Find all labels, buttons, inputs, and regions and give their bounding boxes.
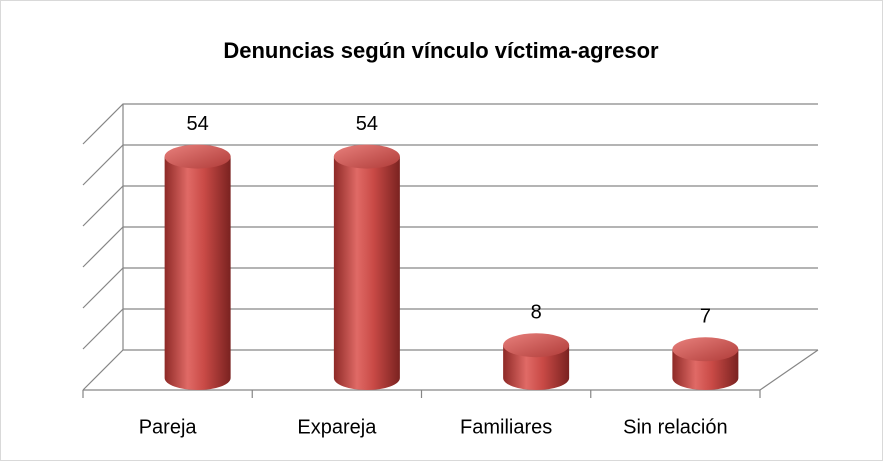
x-tick-label: Familiares	[460, 416, 552, 438]
x-tick-label: Sin relación	[623, 416, 728, 438]
bar	[164, 144, 231, 390]
bar	[333, 144, 400, 390]
bar	[503, 333, 570, 390]
data-label: 8	[531, 301, 542, 323]
data-label: 54	[187, 113, 209, 135]
x-tick-label: Pareja	[139, 416, 198, 438]
data-label: 54	[356, 113, 378, 135]
chart-title: Denuncias según vínculo víctima-agresor	[223, 38, 659, 63]
data-label: 7	[700, 306, 711, 328]
x-tick-label: Expareja	[297, 416, 377, 438]
bar	[672, 337, 739, 390]
